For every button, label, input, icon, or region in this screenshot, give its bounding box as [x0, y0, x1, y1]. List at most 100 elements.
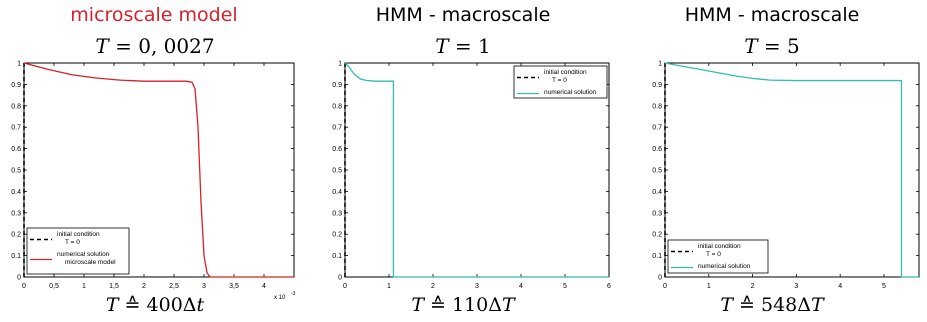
footer-symbol: T	[411, 294, 424, 316]
x-tick-label: 1,5	[109, 283, 119, 290]
footer-op: ≙ 548Δ	[733, 294, 811, 316]
x-tick-label: 4	[519, 283, 523, 290]
y-tick-label: 0.7	[11, 125, 21, 132]
legend-label: numerical solution	[544, 89, 597, 96]
x-tick-label: 0	[343, 283, 347, 290]
x-tick-label: 3,5	[229, 283, 239, 290]
chart-title-text: HMM - macroscale	[375, 4, 551, 26]
y-tick-label: 0.7	[332, 125, 342, 132]
x-exponent-label: x 10	[274, 295, 286, 301]
y-tick-label: 0.9	[11, 82, 21, 89]
footer-symbol: T	[105, 294, 119, 316]
footer-op: ≙ 110Δ	[424, 294, 502, 316]
chart-title: HMM - macroscale	[617, 4, 927, 26]
y-tick-label: 0.3	[652, 210, 662, 217]
y-tick-label: 0.6	[332, 146, 342, 153]
x-tick-label: 5	[563, 283, 567, 290]
y-tick-label: 0.8	[332, 103, 342, 110]
x-tick-label: 0	[22, 283, 26, 290]
chart-subtitle: T = 5	[617, 34, 927, 58]
y-tick-label: 0.6	[11, 146, 21, 153]
legend-label: numerical solution	[698, 263, 751, 270]
y-tick-label: 1	[17, 61, 21, 68]
footer-var: T	[502, 294, 515, 316]
legend-label: initial condition	[544, 69, 587, 76]
y-tick-label: 0.4	[652, 189, 662, 196]
legend-box	[26, 227, 130, 275]
y-tick-label: 0.4	[332, 189, 342, 196]
y-tick-label: 1	[338, 61, 342, 68]
x-tick-label: 0	[663, 283, 667, 290]
footer-var: t	[196, 294, 205, 316]
numerical-solution-line	[344, 62, 609, 278]
footer-symbol: T	[720, 294, 733, 316]
chart-footer: T ≙ 548ΔT	[617, 294, 927, 316]
numerical-solution-line	[23, 62, 294, 278]
chart-plot: 0 0.1 0.2 0.3 0.4 0.5 0.6 0.7 0.8 0.9 1 0 1 2 3 4 5 initi…	[652, 61, 920, 290]
x-tick-label: 3	[202, 283, 206, 290]
x-exponent-power: -3	[291, 291, 296, 297]
y-tick-label: 1	[658, 61, 662, 68]
y-tick-label: 0.4	[11, 189, 21, 196]
y-tick-label: 0.8	[11, 103, 21, 110]
x-tick-label: 6	[607, 283, 611, 290]
y-tick-label: 0	[338, 275, 342, 282]
x-tick-label: 4	[838, 283, 842, 290]
x-tick-label: 2,5	[169, 283, 179, 290]
y-tick-label: 0.5	[332, 168, 342, 175]
y-tick-label: 0.3	[11, 210, 21, 217]
x-tick-label: 4	[262, 283, 266, 290]
y-tick-label: 0.3	[332, 210, 342, 217]
x-tick-label: 1	[82, 283, 86, 290]
chart-panel-hmm-t1: HMM - macroscale T = 1 0 0.1 0.2 0.3 0.4 0.5 0…	[308, 0, 618, 322]
y-tick-label: 0.2	[332, 232, 342, 239]
chart-title-text: HMM - macroscale	[684, 4, 860, 26]
x-tick-label: 3	[794, 283, 798, 290]
legend-label: T = 0	[65, 239, 80, 246]
legend-label: initial condition	[57, 231, 100, 238]
x-tick-label: 0,5	[49, 283, 59, 290]
chart-title: HMM - macroscale	[308, 4, 618, 26]
subtitle-symbol: T	[435, 34, 449, 58]
y-tick-label: 0.2	[11, 232, 21, 239]
legend-label: microscale model	[65, 259, 116, 266]
chart-subtitle: T = 1	[308, 34, 618, 58]
y-tick-label: 0.6	[652, 146, 662, 153]
numerical-solution-line	[664, 62, 919, 278]
footer-var: T	[811, 294, 824, 316]
y-tick-label: 0.1	[11, 253, 21, 260]
y-tick-label: 0.9	[652, 82, 662, 89]
x-tick-label: 1	[707, 283, 711, 290]
chart-panel-hmm-t5: HMM - macroscale T = 5 0 0.1 0.2 0.3 0.4 0.5 0…	[617, 0, 927, 322]
legend-label: T = 0	[552, 77, 567, 84]
y-tick-label: 0.8	[652, 103, 662, 110]
x-tick-label: 3	[475, 283, 479, 290]
legend-box	[513, 65, 608, 99]
x-tick-label: 2	[751, 283, 755, 290]
x-tick-label: 5	[882, 283, 886, 290]
subtitle-value: = 5	[757, 34, 800, 58]
x-tick-label: 2	[431, 283, 435, 290]
chart-plot: 0 0.1 0.2 0.3 0.4 0.5 0.6 0.7 0.8 0.9 1 0 0,5 1 1,5 2 2,…	[11, 61, 296, 302]
y-tick-label: 0.9	[332, 82, 342, 89]
y-tick-label: 0.5	[652, 168, 662, 175]
subtitle-value: = 0, 0027	[108, 34, 215, 58]
y-tick-label: 0.1	[652, 253, 662, 260]
chart-footer: T ≙ 400Δt	[0, 294, 310, 316]
x-tick-label: 2	[142, 283, 146, 290]
y-tick-label: 0.1	[332, 253, 342, 260]
chart-title: microscale model	[0, 4, 309, 26]
subtitle-value: = 1	[448, 34, 491, 58]
chart-title-text: microscale model	[70, 4, 238, 26]
chart-subtitle: T = 0, 0027	[0, 34, 310, 58]
y-tick-label: 0	[658, 275, 662, 282]
y-tick-label: 0.5	[11, 168, 21, 175]
axes-box	[344, 62, 610, 278]
chart-footer: T ≙ 110ΔT	[308, 294, 618, 316]
chart-panel-microscale: microscale model T = 0, 0027 0 0.1 0.2 0.3 0…	[0, 0, 310, 322]
legend-label: numerical solution	[57, 251, 110, 258]
subtitle-symbol: T	[95, 34, 109, 58]
chart-plot: 0 0.1 0.2 0.3 0.4 0.5 0.6 0.7 0.8 0.9 1 0 1 2 3 4 5 6 init…	[332, 61, 611, 291]
x-tick-label: 1	[387, 283, 391, 290]
legend-label: initial condition	[698, 243, 741, 250]
